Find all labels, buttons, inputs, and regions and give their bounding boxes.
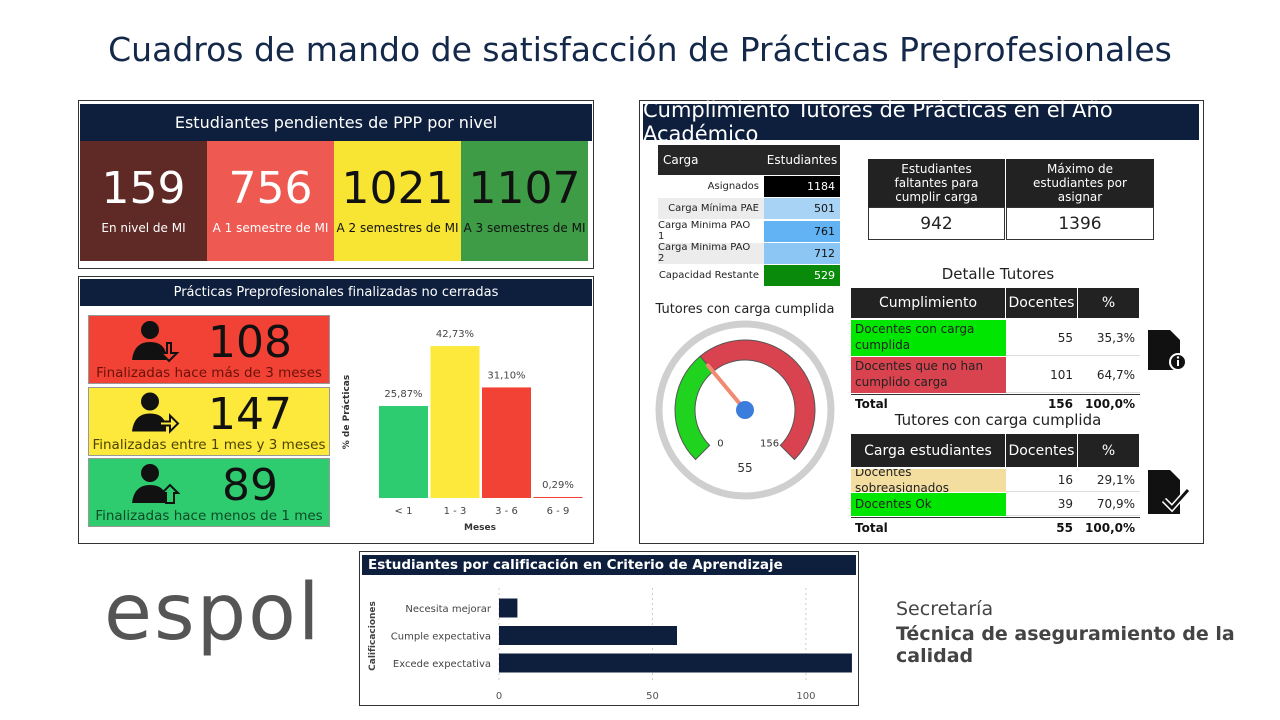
table-cell: Carga Mínima PAE	[658, 198, 764, 220]
table-title: Tutores con carga cumplida	[894, 411, 1102, 429]
status-value: 108	[208, 317, 292, 368]
calificacion-panel	[359, 551, 859, 706]
table-header: Máximo de estudiantes por asignar	[1006, 159, 1154, 207]
kpi-card	[207, 141, 334, 261]
status-value: 89	[222, 460, 278, 511]
table-cell: Carga Mínima PAO 1	[658, 220, 764, 242]
status-card	[88, 386, 330, 456]
table-value: 529	[764, 265, 840, 287]
slide-title: Cuadros de mando de satisfacción de Prác…	[108, 30, 1172, 69]
table-cell: Docentes Ok	[851, 493, 1006, 516]
table-rule	[851, 517, 1140, 518]
kpi-card	[80, 141, 207, 261]
table-rule	[851, 394, 1140, 395]
status-label: Finalizadas hace más de 3 meses	[96, 365, 322, 381]
table-header: %	[1078, 434, 1139, 467]
table-cell: Docentes con carga cumplida	[851, 320, 1006, 356]
table-cell: 101	[1006, 357, 1078, 393]
table-title: Detalle Tutores	[941, 265, 1055, 283]
table-cell: 29,1%	[1078, 469, 1140, 492]
table-header: Carga estudiantes	[851, 434, 1005, 467]
table-header: Estudiantes	[764, 145, 840, 175]
table-cell: 16	[1006, 469, 1078, 492]
status-label: Finalizadas entre 1 mes y 3 meses	[92, 436, 326, 453]
table-cell: Docentes sobreasignados	[851, 469, 1006, 492]
table-cell: Carga Mínima PAO 2	[658, 242, 764, 264]
table-value: 501	[764, 198, 840, 220]
table-header: Docentes	[1006, 288, 1077, 318]
table-value: 1396	[1006, 207, 1154, 240]
table-value: 942	[868, 207, 1005, 240]
espol-logo: espol	[104, 568, 322, 658]
table-cell: 70,9%	[1078, 493, 1140, 516]
table-header: Estudiantes faltantes para cumplir carga	[868, 159, 1005, 207]
kpi-label: A 3 semestres de MI	[463, 221, 586, 235]
table-cell: Asignados	[658, 176, 764, 197]
table-value: 1184	[764, 176, 840, 197]
status-value: 147	[208, 388, 292, 440]
table-total: 100,0%	[1085, 397, 1135, 411]
panel-header: Estudiantes por calificación en Criterio…	[362, 555, 856, 575]
status-card	[88, 458, 330, 527]
secretaria-line2: Técnica de aseguramiento de la calidad	[896, 623, 1235, 667]
panel-header: Prácticas Preprofesionales finalizadas n…	[80, 279, 592, 306]
table-header: Cumplimiento	[851, 288, 1005, 318]
table-header: Docentes	[1006, 434, 1077, 467]
kpi-value: 756	[228, 163, 313, 214]
table-cell: Docentes que no han cumplido carga	[851, 357, 1006, 393]
table-value: 712	[764, 242, 840, 264]
table-cell: 39	[1006, 493, 1078, 516]
kpi-value: 1107	[468, 163, 581, 214]
pendientes-panel	[78, 100, 594, 269]
table-cell: Capacidad Restante	[658, 265, 764, 287]
finalizadas-panel	[78, 276, 594, 544]
kpi-card	[461, 141, 588, 261]
secretaria-line1: Secretaría	[896, 598, 994, 620]
table-total: Total	[855, 397, 888, 411]
status-card	[88, 315, 330, 384]
panel-header: Cumplimiento Tutores de Prácticas en el …	[643, 98, 1199, 146]
table-total: 55	[1056, 521, 1073, 535]
table-header: Carga	[658, 145, 764, 175]
kpi-card	[334, 141, 461, 261]
table-total: 100,0%	[1085, 521, 1135, 535]
kpi-label: A 2 semestres de MI	[336, 221, 459, 235]
table-cell: 64,7%	[1078, 357, 1140, 393]
kpi-label: A 1 semestre de MI	[212, 221, 329, 235]
table-header: %	[1078, 288, 1139, 318]
kpi-value: 159	[101, 163, 186, 214]
panel-header: Estudiantes pendientes de PPP por nivel	[80, 104, 592, 141]
status-label: Finalizadas hace menos de 1 mes	[95, 508, 323, 524]
table-total: 156	[1047, 397, 1073, 411]
kpi-value: 1021	[341, 163, 454, 214]
table-value: 761	[764, 220, 840, 242]
tutores-panel	[639, 100, 1204, 544]
kpi-label: En nivel de MI	[101, 221, 186, 235]
table-cell: 35,3%	[1078, 320, 1140, 356]
table-cell: 55	[1006, 320, 1078, 356]
table-total: Total	[855, 521, 888, 535]
